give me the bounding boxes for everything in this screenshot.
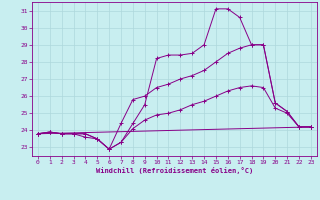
X-axis label: Windchill (Refroidissement éolien,°C): Windchill (Refroidissement éolien,°C) (96, 167, 253, 174)
